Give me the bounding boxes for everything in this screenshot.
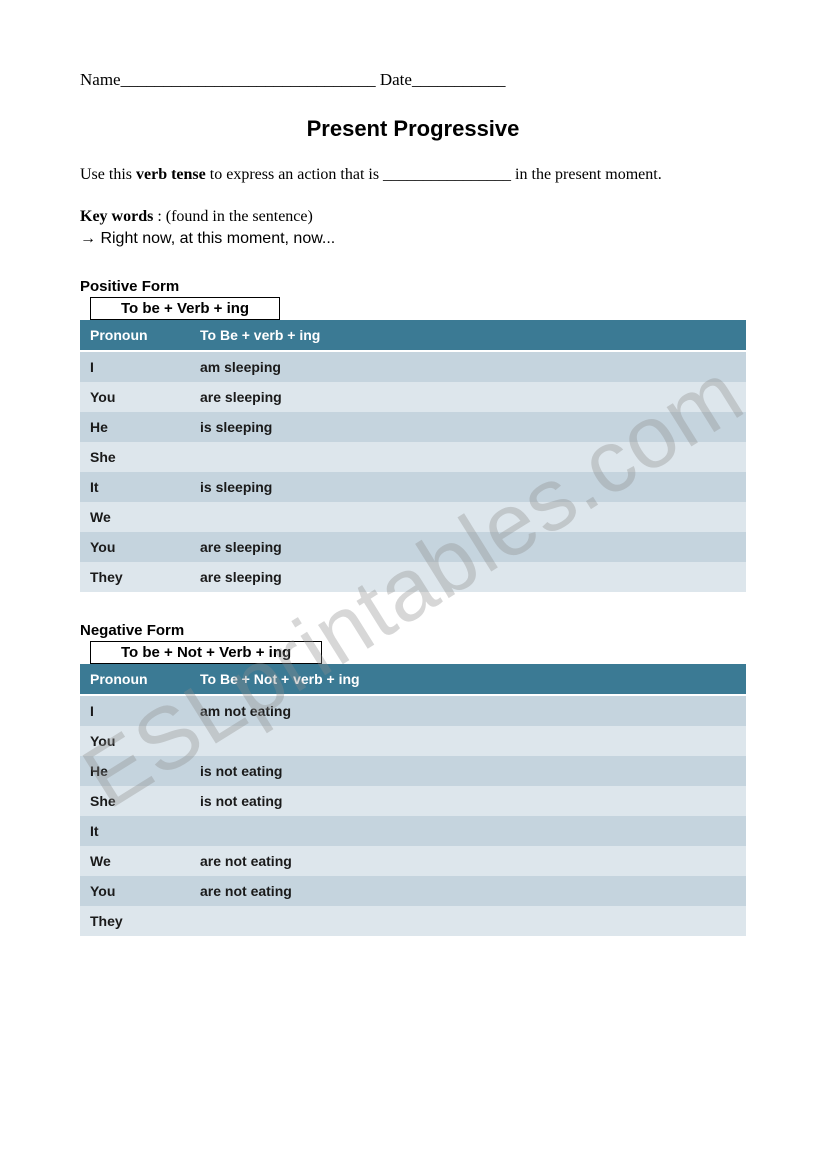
table-row: It (80, 816, 746, 846)
positive-col1-header: Pronoun (80, 320, 190, 351)
verb-cell: are not eating (190, 846, 746, 876)
name-label: Name (80, 70, 121, 89)
keywords-after: : (found in the sentence) (153, 208, 313, 225)
verb-cell (190, 816, 746, 846)
table-row: Youare sleeping (80, 532, 746, 562)
date-label: Date (380, 70, 412, 89)
verb-cell: is not eating (190, 786, 746, 816)
verb-cell: am not eating (190, 695, 746, 726)
negative-col1-header: Pronoun (80, 664, 190, 695)
pronoun-cell: You (80, 532, 190, 562)
negative-col2-header: To Be + Not + verb + ing (190, 664, 746, 695)
pronoun-cell: You (80, 382, 190, 412)
date-blank[interactable]: ___________ (412, 70, 506, 89)
verb-cell: are sleeping (190, 562, 746, 592)
positive-table: Pronoun To Be + verb + ing Iam sleeping … (80, 320, 746, 592)
pronoun-cell: He (80, 412, 190, 442)
table-row: They (80, 906, 746, 936)
negative-tbody: Iam not eating You Heis not eating Sheis… (80, 695, 746, 936)
negative-header-row: Pronoun To Be + Not + verb + ing (80, 664, 746, 695)
intro-mid: to express an action that is ___________… (206, 166, 662, 183)
table-row: Youare sleeping (80, 382, 746, 412)
verb-cell (190, 906, 746, 936)
pronoun-cell: They (80, 906, 190, 936)
verb-cell: are sleeping (190, 382, 746, 412)
verb-cell: is not eating (190, 756, 746, 786)
pronoun-cell: It (80, 472, 190, 502)
pronoun-cell: We (80, 846, 190, 876)
table-row: She (80, 442, 746, 472)
pronoun-cell: I (80, 351, 190, 382)
verb-cell: is sleeping (190, 412, 746, 442)
verb-cell: are sleeping (190, 532, 746, 562)
table-row: Iam sleeping (80, 351, 746, 382)
positive-header-row: Pronoun To Be + verb + ing (80, 320, 746, 351)
verb-cell (190, 442, 746, 472)
verb-cell: is sleeping (190, 472, 746, 502)
pronoun-cell: You (80, 876, 190, 906)
verb-cell: are not eating (190, 876, 746, 906)
table-row: Itis sleeping (80, 472, 746, 502)
pronoun-cell: He (80, 756, 190, 786)
table-row: We (80, 502, 746, 532)
intro-text: Use this verb tense to express an action… (80, 164, 746, 186)
table-row: Theyare sleeping (80, 562, 746, 592)
negative-section-title: Negative Form (80, 622, 746, 639)
page-title: Present Progressive (80, 116, 746, 142)
table-row: Heis not eating (80, 756, 746, 786)
keywords-line2: → Right now, at this moment, now... (80, 230, 335, 247)
pronoun-cell: She (80, 442, 190, 472)
table-row: Youare not eating (80, 876, 746, 906)
negative-formula: To be + Not + Verb + ing (90, 641, 322, 664)
positive-col2-header: To Be + verb + ing (190, 320, 746, 351)
verb-cell (190, 502, 746, 532)
keywords-label: Key words (80, 208, 153, 225)
name-date-line: Name______________________________ Date_… (80, 70, 746, 90)
pronoun-cell: They (80, 562, 190, 592)
pronoun-cell: She (80, 786, 190, 816)
positive-formula: To be + Verb + ing (90, 297, 280, 320)
pronoun-cell: It (80, 816, 190, 846)
verb-cell: am sleeping (190, 351, 746, 382)
pronoun-cell: You (80, 726, 190, 756)
verb-cell (190, 726, 746, 756)
keywords-block: Key words : (found in the sentence) → Ri… (80, 206, 746, 251)
negative-table: Pronoun To Be + Not + verb + ing Iam not… (80, 664, 746, 936)
positive-tbody: Iam sleeping Youare sleeping Heis sleepi… (80, 351, 746, 592)
table-row: You (80, 726, 746, 756)
pronoun-cell: We (80, 502, 190, 532)
pronoun-cell: I (80, 695, 190, 726)
table-row: Heis sleeping (80, 412, 746, 442)
name-blank[interactable]: ______________________________ (121, 70, 376, 89)
intro-pre: Use this (80, 166, 136, 183)
table-row: Sheis not eating (80, 786, 746, 816)
intro-bold: verb tense (136, 166, 206, 183)
table-row: Iam not eating (80, 695, 746, 726)
positive-section-title: Positive Form (80, 278, 746, 295)
table-row: Weare not eating (80, 846, 746, 876)
